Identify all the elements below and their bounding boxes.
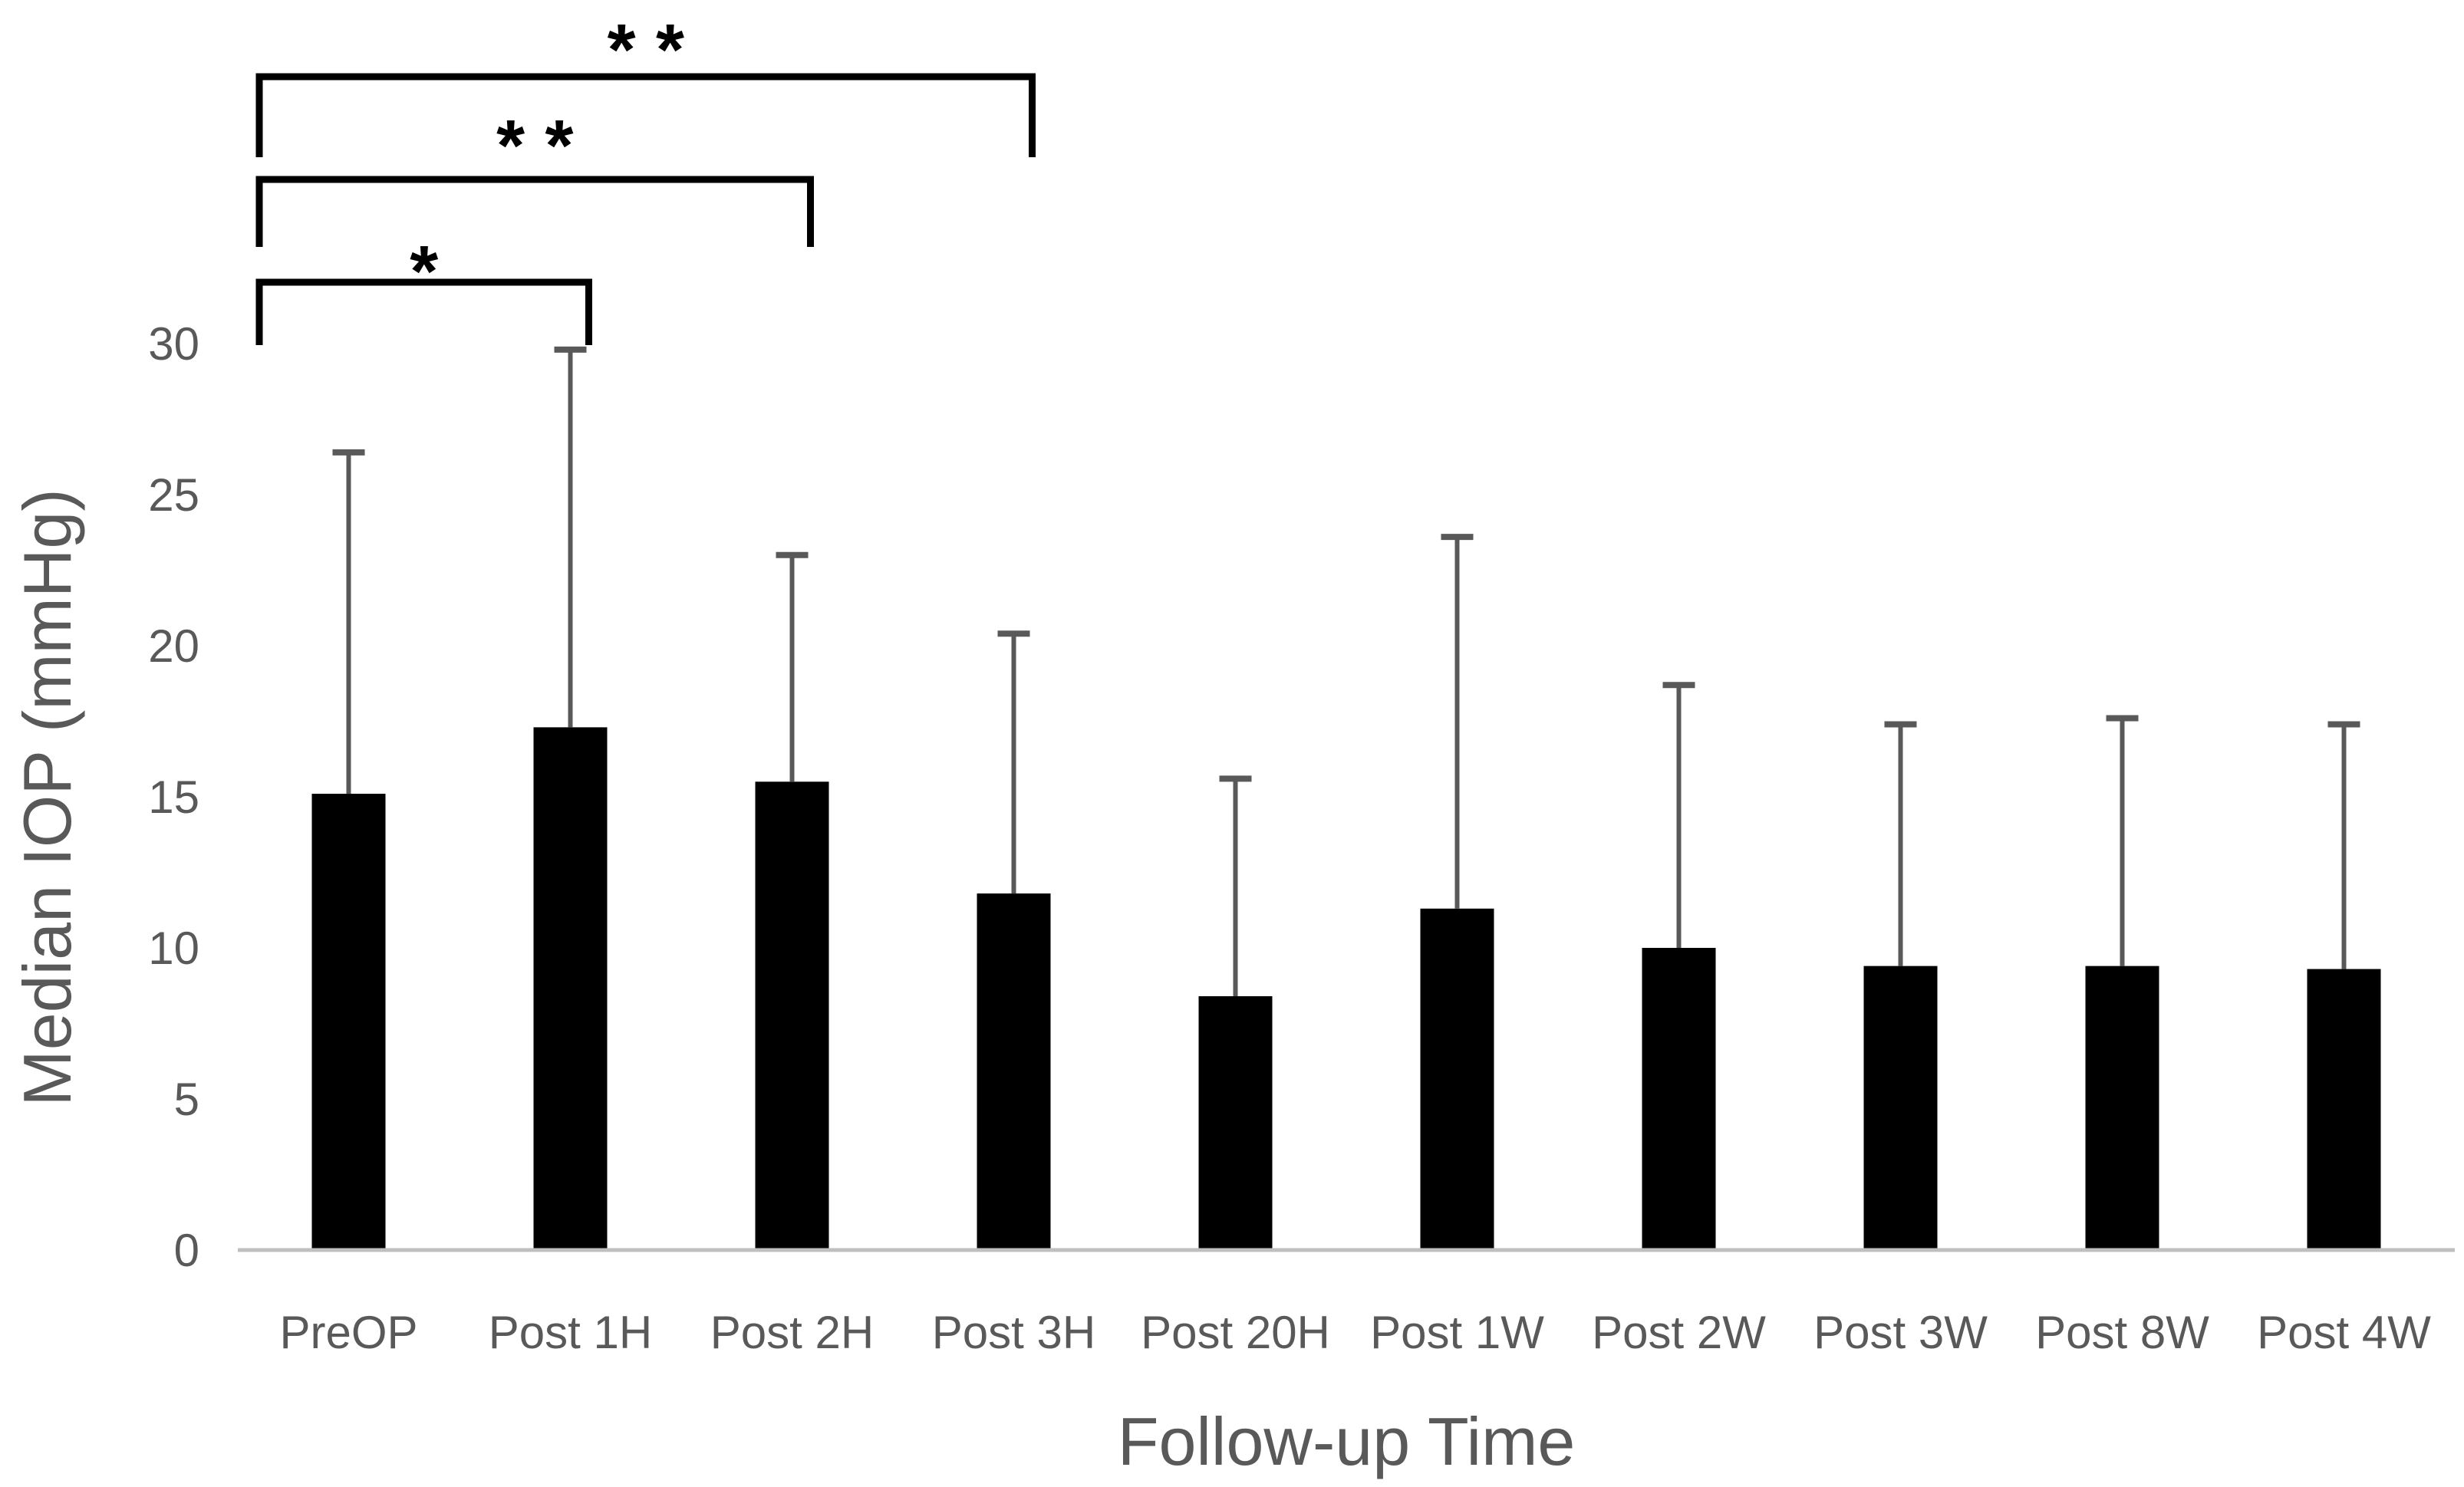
significance-label: * (410, 231, 438, 312)
x-category-label: Post 3W (1813, 1307, 1988, 1358)
x-category-label: Post 2H (710, 1307, 874, 1358)
y-tick-label: 15 (148, 771, 199, 823)
y-tick-label: 0 (174, 1225, 199, 1276)
plot-layer: * * * * * 0 5 10 15 20 25 30 PreOP Post 1H Post 2H Po… (148, 9, 2455, 1358)
bar (1420, 908, 1494, 1250)
x-category-label: Post 2W (1592, 1307, 1766, 1358)
significance-bracket (255, 176, 814, 247)
y-tick-label: 20 (148, 620, 199, 672)
bar (1863, 966, 1938, 1250)
y-tick-label: 10 (148, 923, 199, 974)
x-axis-title: Follow-up Time (1118, 1403, 1576, 1479)
bar (2085, 966, 2159, 1250)
y-axis-title: Median IOP (mmHg) (9, 489, 85, 1106)
x-category-label: Post 1W (1370, 1307, 1544, 1358)
y-tick-label: 30 (148, 318, 199, 370)
bar (311, 794, 386, 1250)
significance-label: * * (496, 105, 573, 186)
significance-bracket (255, 73, 1036, 157)
bar (1198, 996, 1273, 1250)
x-category-label: Post 4W (2257, 1307, 2431, 1358)
x-category-label: Post 20H (1141, 1307, 1330, 1358)
bar (977, 893, 1051, 1250)
bar (755, 781, 829, 1250)
bar (533, 727, 608, 1250)
y-tick-label: 5 (174, 1074, 199, 1125)
bar (2307, 969, 2381, 1250)
significance-bracket (255, 278, 592, 345)
x-category-label: PreOP (279, 1307, 417, 1358)
y-tick-label: 25 (148, 469, 199, 521)
x-category-label: Post 3H (932, 1307, 1095, 1358)
x-category-label: Post 1H (489, 1307, 652, 1358)
significance-label: * * (608, 9, 684, 90)
x-category-label: Post 8W (2035, 1307, 2209, 1358)
bar (1642, 948, 1716, 1250)
